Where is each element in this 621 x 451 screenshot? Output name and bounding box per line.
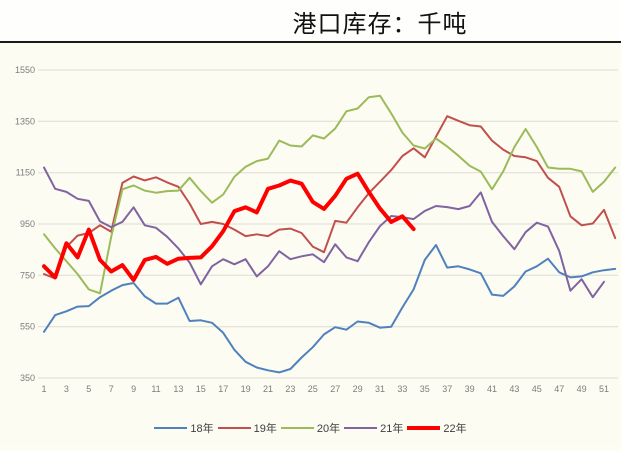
legend-line-swatch [407,426,441,430]
y-axis-tick-label: 750 [20,270,35,280]
y-axis-tick-label: 1150 [16,168,35,178]
x-axis-tick-label: 37 [442,384,452,394]
x-axis-tick-label: 15 [196,384,206,394]
legend-item-22: 22年 [407,420,467,436]
legend-line-swatch [217,426,251,430]
x-axis-tick-label: 43 [509,384,519,394]
x-axis-tick-label: 47 [554,384,564,394]
legend-item-21: 21年 [344,420,403,436]
legend-line-swatch [280,426,314,430]
legend-line-swatch [154,426,188,430]
x-axis-tick-label: 17 [218,384,228,394]
legend-item-18: 18年 [154,420,214,436]
title-bar: 港口库存：千吨 [0,0,621,40]
legend-label: 22年 [443,423,467,435]
x-axis-tick-label: 41 [487,384,497,394]
x-axis-tick-label: 1 [41,384,46,394]
y-axis-tick-label: 350 [20,373,35,383]
x-axis-tick-label: 51 [599,384,609,394]
x-axis-tick-label: 35 [420,384,430,394]
page-title: 港口库存：千吨 [292,12,468,38]
x-axis-tick-label: 39 [465,384,475,394]
x-axis-tick-label: 21 [263,384,273,394]
x-axis-tick-label: 27 [330,384,340,394]
title-rule [0,41,621,43]
x-axis-tick-label: 3 [64,384,69,394]
chart-region: 350 550 750 950 1150 1350 1550 1 3 5 7 9 11 13 15 17 19 2… [0,43,621,446]
x-axis-tick-label: 31 [375,384,385,394]
x-axis-tick-label: 49 [577,384,587,394]
x-axis-tick-label: 33 [397,384,407,394]
series-line-22 [42,171,416,282]
chart-legend: 18年 19年 20年 21年 22年 [0,415,621,441]
y-axis-tick-label: 950 [20,219,35,229]
series-line-21 [43,166,605,299]
x-axis-tick-label: 25 [308,384,318,394]
x-axis-tick-label: 5 [86,384,91,394]
legend-label: 21年 [380,423,404,435]
series-line-20 [43,94,617,295]
legend-label: 20年 [316,423,341,435]
x-axis-tick-label: 11 [151,384,160,394]
y-axis-tick-label: 550 [20,322,35,332]
y-axis-tick-label: 1550 [15,65,35,75]
legend-line-swatch [344,426,378,430]
x-axis-tick-label: 7 [109,384,114,394]
x-axis-tick-label: 23 [285,384,295,394]
series-line-18 [43,244,617,374]
x-axis-tick-label: 9 [131,384,136,394]
legend-item-19: 19年 [217,420,277,436]
x-axis-tick-label: 19 [241,384,251,394]
x-axis-tick-label: 45 [532,384,542,394]
legend-label: 19年 [253,423,277,435]
series-line-19 [43,115,617,280]
legend-label: 18年 [190,423,214,435]
y-axis-tick-label: 1350 [15,116,35,126]
x-axis-tick-label: 13 [173,384,183,394]
legend-item-20: 20年 [280,420,341,436]
x-axis-tick-label: 29 [353,384,363,394]
